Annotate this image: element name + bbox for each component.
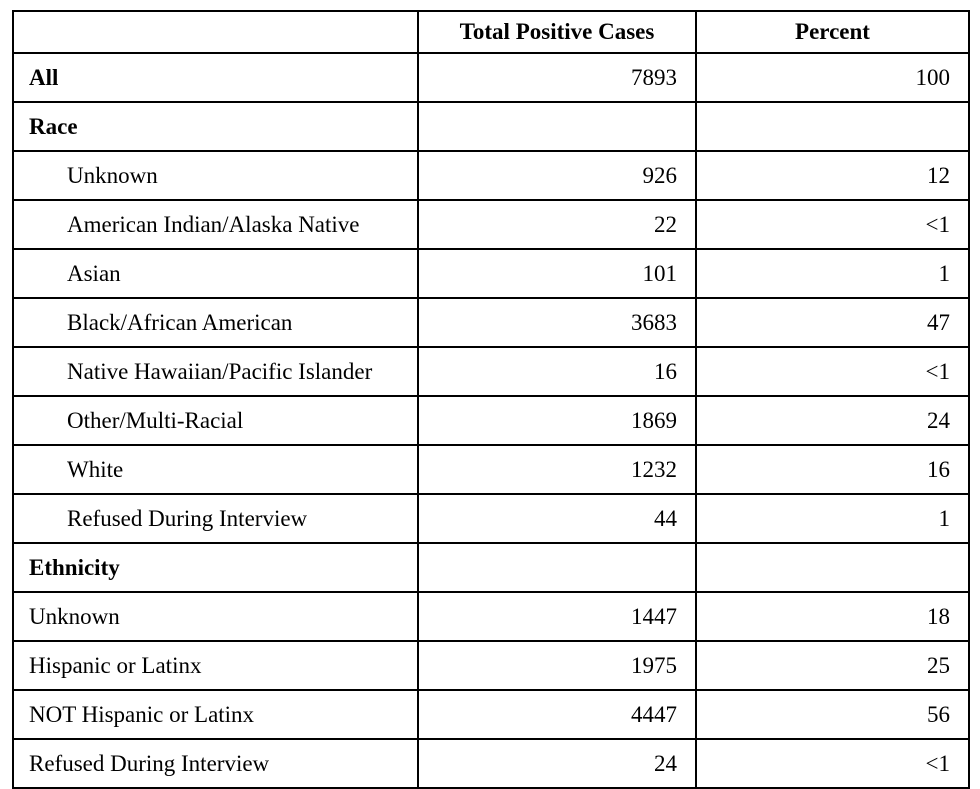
header-row: Total Positive Cases Percent	[12, 10, 970, 54]
row-label: Hispanic or Latinx	[12, 640, 419, 691]
table-row: Unknown 926 12	[12, 150, 970, 201]
percent-cell: 1	[695, 248, 970, 299]
row-label: Other/Multi-Racial	[12, 395, 419, 446]
percent-cell: 100	[695, 52, 970, 103]
percent-cell: 25	[695, 640, 970, 691]
percent-cell: 47	[695, 297, 970, 348]
cases-cell: 1447	[417, 591, 697, 642]
cases-cell: 1975	[417, 640, 697, 691]
table-row-all: All 7893 100	[12, 52, 970, 103]
column-header-blank	[12, 10, 419, 54]
cases-cell: 101	[417, 248, 697, 299]
table-row: Asian 101 1	[12, 248, 970, 299]
cases-cell: 16	[417, 346, 697, 397]
row-label: Race	[12, 101, 419, 152]
percent-cell: <1	[695, 199, 970, 250]
row-label: Refused During Interview	[12, 738, 419, 789]
row-label: NOT Hispanic or Latinx	[12, 689, 419, 740]
percent-cell: 1	[695, 493, 970, 544]
table-row: Unknown 1447 18	[12, 591, 970, 642]
table-row: Other/Multi-Racial 1869 24	[12, 395, 970, 446]
cases-cell: 3683	[417, 297, 697, 348]
cases-cell: 24	[417, 738, 697, 789]
percent-cell: 12	[695, 150, 970, 201]
percent-cell: <1	[695, 738, 970, 789]
positive-cases-table: Total Positive Cases Percent All 7893 10…	[12, 10, 970, 789]
percent-cell	[695, 542, 970, 593]
column-header-percent: Percent	[695, 10, 970, 54]
row-label: Black/African American	[12, 297, 419, 348]
cases-cell: 7893	[417, 52, 697, 103]
cases-cell: 926	[417, 150, 697, 201]
table-row: Native Hawaiian/Pacific Islander 16 <1	[12, 346, 970, 397]
row-label: Unknown	[12, 150, 419, 201]
table-row-ethnicity-section: Ethnicity	[12, 542, 970, 593]
row-label: American Indian/Alaska Native	[12, 199, 419, 250]
cases-cell: 1869	[417, 395, 697, 446]
percent-cell: 24	[695, 395, 970, 446]
table-row: NOT Hispanic or Latinx 4447 56	[12, 689, 970, 740]
cases-cell: 4447	[417, 689, 697, 740]
row-label: Native Hawaiian/Pacific Islander	[12, 346, 419, 397]
percent-cell: 18	[695, 591, 970, 642]
table-row: White 1232 16	[12, 444, 970, 495]
row-label: Asian	[12, 248, 419, 299]
percent-cell: 16	[695, 444, 970, 495]
table-row: Refused During Interview 44 1	[12, 493, 970, 544]
table-row: Black/African American 3683 47	[12, 297, 970, 348]
row-label: Refused During Interview	[12, 493, 419, 544]
cases-cell: 1232	[417, 444, 697, 495]
percent-cell: 56	[695, 689, 970, 740]
row-label: White	[12, 444, 419, 495]
cases-cell	[417, 101, 697, 152]
percent-cell	[695, 101, 970, 152]
row-label: Unknown	[12, 591, 419, 642]
column-header-total-positive-cases: Total Positive Cases	[417, 10, 697, 54]
table-row: Hispanic or Latinx 1975 25	[12, 640, 970, 691]
row-label: All	[12, 52, 419, 103]
table-row: American Indian/Alaska Native 22 <1	[12, 199, 970, 250]
row-label: Ethnicity	[12, 542, 419, 593]
cases-cell: 22	[417, 199, 697, 250]
cases-cell	[417, 542, 697, 593]
table-row: Refused During Interview 24 <1	[12, 738, 970, 789]
table-row-race-section: Race	[12, 101, 970, 152]
cases-cell: 44	[417, 493, 697, 544]
percent-cell: <1	[695, 346, 970, 397]
